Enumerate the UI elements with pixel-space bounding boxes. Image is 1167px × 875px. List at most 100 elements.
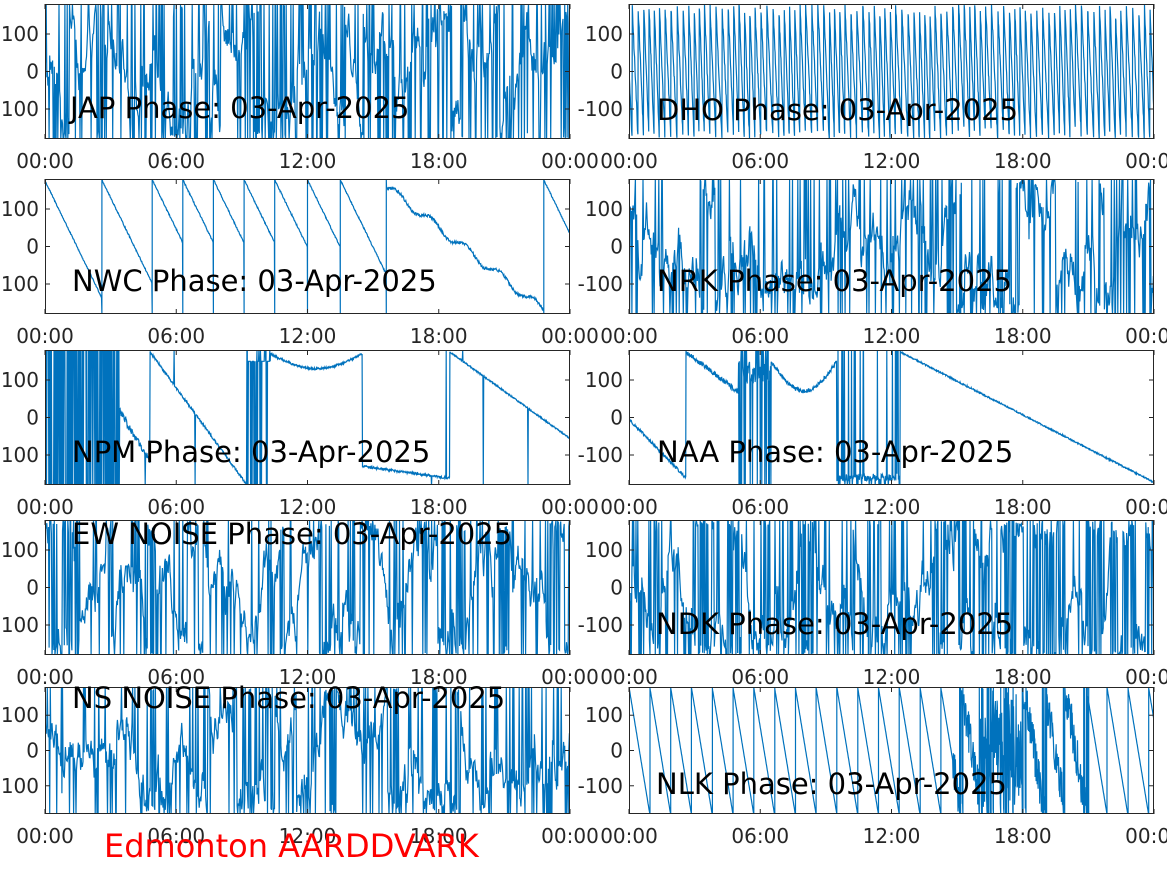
x-tick-label: 12:00 [863, 495, 921, 519]
x-tick-label: 00:00 [16, 665, 74, 689]
x-tick-label: 12:00 [863, 149, 921, 173]
phase-series-line [45, 179, 570, 314]
x-tick-label: 00:00 [541, 324, 599, 348]
x-tick-label: 12:00 [279, 324, 337, 348]
y-tick-label: 0 [26, 406, 39, 430]
y-tick-label: 100 [1, 22, 39, 46]
x-tick-label: 00:00 [1125, 824, 1167, 848]
plot-area: 100 0 -100 00:00 06:00 12:00 18:00 00:00 [578, 687, 1167, 848]
plot-area: 100 0 -100 00:00 06:00 12:00 18:00 00:00 [0, 687, 599, 848]
x-tick-label: 00:00 [600, 149, 658, 173]
x-tick-label: 00:00 [541, 149, 599, 173]
x-tick-label: 00:00 [541, 495, 599, 519]
phase-series-line [45, 350, 570, 485]
panel-npm: 100 0 -100 00:00 06:00 12:00 18:00 00:00 NPM Pha… [0, 350, 599, 519]
y-tick-label: 100 [585, 538, 623, 562]
plot-area: 100 0 -100 00:00 06:00 12:00 18:00 00:00 [578, 350, 1167, 519]
y-tick-label: 100 [1, 703, 39, 727]
panel-title: JAP Phase: 03-Apr-2025 [70, 91, 410, 125]
y-tick-label: -100 [578, 774, 623, 798]
x-tick-label: 18:00 [994, 149, 1052, 173]
y-tick-label: -100 [578, 272, 623, 296]
x-tick-label: 06:00 [147, 665, 205, 689]
x-tick-label: 12:00 [863, 824, 921, 848]
plot-area: 100 0 -100 00:00 06:00 12:00 18:00 00:00 [0, 4, 599, 173]
panel-nwc: 100 0 -100 00:00 06:00 12:00 18:00 00:00 NWC Pha… [0, 179, 599, 348]
x-tick-label: 00:00 [1125, 665, 1167, 689]
x-tick-label: 18:00 [410, 149, 468, 173]
x-tick-label: 12:00 [279, 665, 337, 689]
x-tick-label: 00:00 [16, 495, 74, 519]
x-tick-label: 06:00 [731, 824, 789, 848]
x-tick-label: 12:00 [863, 665, 921, 689]
x-tick-label: 18:00 [410, 824, 468, 848]
panel-title: DHO Phase: 03-Apr-2025 [657, 93, 1019, 127]
plot-area: 100 0 -100 00:00 06:00 12:00 18:00 00:00 [0, 179, 599, 348]
x-tick-label: 12:00 [863, 324, 921, 348]
x-tick-label: 18:00 [994, 665, 1052, 689]
x-tick-label: 12:00 [279, 149, 337, 173]
x-tick-label: 18:00 [994, 824, 1052, 848]
x-tick-label: 00:00 [1125, 324, 1167, 348]
y-tick-label: -100 [578, 443, 623, 467]
y-tick-label: 100 [1, 368, 39, 392]
y-tick-label: 0 [610, 60, 623, 84]
y-tick-label: 100 [585, 22, 623, 46]
x-tick-label: 18:00 [994, 324, 1052, 348]
x-tick-label: 06:00 [147, 495, 205, 519]
panel-ns-noise: 100 0 -100 00:00 06:00 12:00 18:00 00:00 NS NOIS… [0, 684, 599, 849]
y-tick-label: -100 [0, 272, 39, 296]
x-tick-label: 00:00 [1125, 149, 1167, 173]
x-tick-label: 00:00 [541, 824, 599, 848]
y-tick-label: 0 [610, 739, 623, 763]
panel-title: NLK Phase: 03-Apr-2025 [656, 767, 1007, 801]
x-tick-label: 00:00 [1125, 495, 1167, 519]
y-tick-label: -100 [0, 774, 39, 798]
x-tick-label: 12:00 [279, 495, 337, 519]
y-tick-label: 0 [610, 235, 623, 259]
phase-series-line [629, 350, 1154, 485]
y-tick-label: 100 [1, 197, 39, 221]
panel-title: NPM Phase: 03-Apr-2025 [72, 435, 431, 469]
x-tick-label: 00:00 [600, 665, 658, 689]
panel-title: NWC Phase: 03-Apr-2025 [72, 264, 437, 298]
plot-area: 100 0 -100 00:00 06:00 12:00 18:00 00:00 [578, 4, 1167, 173]
phase-series-line [629, 179, 1154, 314]
x-tick-label: 18:00 [410, 324, 468, 348]
x-tick-label: 18:00 [994, 495, 1052, 519]
x-tick-label: 18:00 [410, 495, 468, 519]
plot-area: 100 0 -100 00:00 06:00 12:00 18:00 00:00 [0, 350, 599, 519]
panel-title: NDK Phase: 03-Apr-2025 [656, 607, 1014, 641]
y-tick-label: 0 [610, 406, 623, 430]
panel-ndk: 100 0 -100 00:00 06:00 12:00 18:00 00:00 NDK Pha… [578, 520, 1167, 689]
x-tick-label: 00:00 [16, 324, 74, 348]
y-tick-label: 100 [585, 197, 623, 221]
y-tick-label: 0 [26, 60, 39, 84]
phase-series-line [629, 520, 1154, 655]
x-tick-label: 00:00 [16, 824, 74, 848]
plot-area: 100 0 -100 00:00 06:00 12:00 18:00 00:00 [578, 179, 1167, 348]
y-tick-label: 0 [26, 739, 39, 763]
x-tick-label: 00:00 [600, 324, 658, 348]
x-tick-label: 06:00 [731, 665, 789, 689]
x-tick-label: 06:00 [147, 324, 205, 348]
x-tick-label: 00:00 [600, 824, 658, 848]
x-tick-label: 00:00 [16, 149, 74, 173]
x-tick-label: 06:00 [731, 495, 789, 519]
x-tick-label: 06:00 [147, 149, 205, 173]
y-tick-label: -100 [578, 613, 623, 637]
panel-dho: 100 0 -100 00:00 06:00 12:00 18:00 00:00 DHO Pha… [578, 4, 1167, 173]
x-tick-label: 12:00 [279, 824, 337, 848]
x-tick-label: 00:00 [600, 495, 658, 519]
y-tick-label: 100 [585, 368, 623, 392]
panel-title: NRK Phase: 03-Apr-2025 [657, 264, 1012, 298]
x-tick-label: 00:00 [541, 665, 599, 689]
x-tick-label: 06:00 [731, 149, 789, 173]
panel-nlk: 100 0 -100 00:00 06:00 12:00 18:00 00:00 NLK Pha… [578, 687, 1167, 848]
footer-label: Edmonton AARDDVARK [104, 827, 479, 865]
panel-title: NAA Phase: 03-Apr-2025 [657, 435, 1014, 469]
y-tick-label: 0 [26, 576, 39, 600]
y-tick-label: 0 [26, 235, 39, 259]
x-tick-label: 06:00 [147, 824, 205, 848]
